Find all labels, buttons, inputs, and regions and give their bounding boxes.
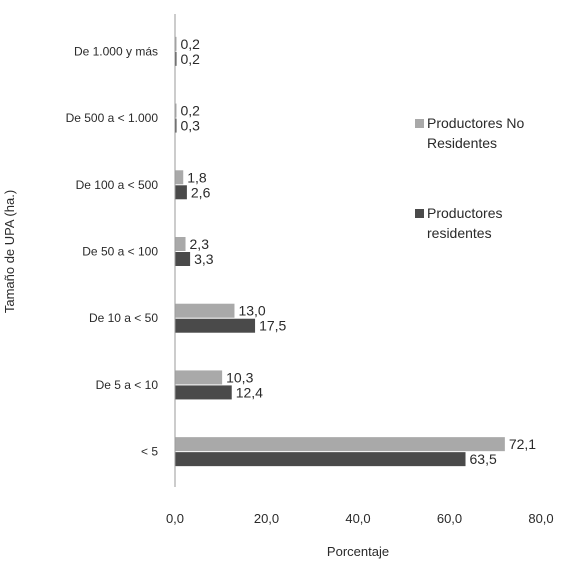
x-tick-label: 20,0 [254,511,279,526]
bar-residentes [175,51,177,66]
bar-residentes [175,252,191,266]
legend-entry: Productores No Residentes [427,115,524,151]
bar-value-labels: 0,20,20,20,31,82,62,33,313,017,510,312,4… [181,36,537,467]
bar-no-residentes [175,370,223,385]
bar-residentes [175,452,466,467]
bar-no-residentes [175,170,184,185]
legend-swatch [415,209,424,218]
bar-value-label: 63,5 [470,451,497,467]
legend: Productores No Residentes Productores resid… [415,115,524,241]
bar-value-label: 72,1 [509,436,536,452]
bar-residentes [175,185,187,200]
x-tick-label: 60,0 [437,511,462,526]
legend-label-line: Productores [427,205,502,221]
bar-value-label: 0,2 [181,51,201,67]
x-axis-title: Porcentaje [327,544,389,559]
legend-swatch [415,119,424,128]
category-label: < 5 [141,445,158,459]
bar-no-residentes [175,103,177,118]
y-axis-title: Tamaño de UPA (ha.) [2,190,17,313]
bar-value-label: 10,3 [226,369,253,385]
legend-label-line: Residentes [427,135,497,151]
bar-value-label: 2,3 [190,236,210,252]
x-axis-ticks: 0,0 20,0 40,0 60,0 80,0 [166,511,554,526]
bar-no-residentes [175,237,186,251]
bar-residentes [175,385,232,400]
category-label: De 100 a < 500 [76,178,159,192]
bar-no-residentes [175,36,177,51]
legend-label-line: residentes [427,225,492,241]
bar-value-label: 2,6 [191,184,211,200]
category-label: De 1.000 y más [74,44,158,58]
bar-value-label: 17,5 [259,318,286,334]
x-tick-label: 40,0 [345,511,370,526]
category-label: De 10 a < 50 [89,311,158,325]
legend-entry: Productores residentes [427,205,502,241]
bar-value-label: 12,4 [236,384,263,400]
bar-no-residentes [175,437,505,452]
bar-value-label: 0,2 [181,36,201,52]
bar-value-label: 13,0 [238,303,265,319]
bar-no-residentes [175,303,235,318]
bar-value-label: 1,8 [187,169,207,185]
bar-value-label: 3,3 [194,251,214,267]
category-labels: De 1.000 y más De 500 a < 1.000 De 100 a <… [66,44,159,458]
bar-residentes [175,118,177,133]
x-tick-label: 0,0 [166,511,184,526]
bars [175,36,505,467]
category-label: De 500 a < 1.000 [66,111,159,125]
category-label: De 5 a < 10 [96,378,159,392]
bar-residentes [175,318,256,333]
x-tick-label: 80,0 [528,511,553,526]
legend-label-line: Productores No [427,115,524,131]
bar-value-label: 0,2 [181,103,201,119]
bar-value-label: 0,3 [181,118,201,134]
category-label: De 50 a < 100 [82,245,158,259]
